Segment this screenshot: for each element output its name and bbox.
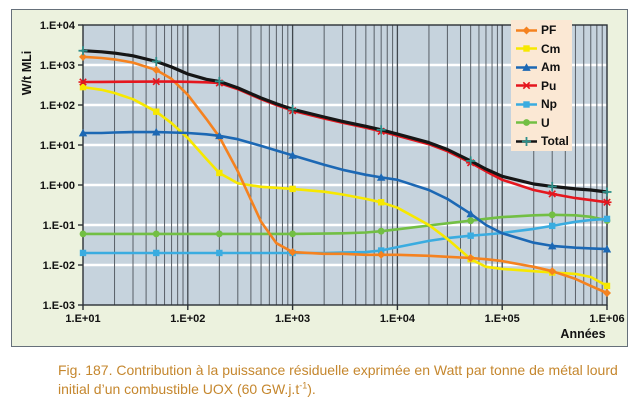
series-marker (603, 282, 611, 290)
series-marker (548, 211, 556, 219)
legend-marker-np-icon (516, 101, 537, 108)
y-tick-label: 1.E-01 (43, 220, 75, 232)
legend-marker-pu-icon (516, 81, 537, 90)
figure-caption: Fig. 187. Contribution à la puissance ré… (58, 361, 623, 398)
legend-item-pu: Pu (516, 77, 572, 96)
series-marker (152, 127, 161, 136)
series-marker (79, 230, 87, 238)
legend-item-pf: PF (516, 21, 572, 40)
series-marker (377, 250, 386, 259)
y-tick-label: 1.E+01 (40, 140, 75, 152)
series-marker (377, 247, 385, 254)
legend-item-total: Total (516, 132, 572, 151)
series-marker (549, 222, 556, 230)
series-marker (215, 230, 223, 238)
legend-marker-u-icon (516, 119, 537, 127)
series-marker (466, 209, 475, 218)
series-line-u (81, 213, 609, 236)
series-am (78, 127, 612, 253)
legend-label-cm: Cm (541, 41, 561, 56)
series-marker (376, 173, 386, 181)
legend-marker-cm-icon (516, 45, 537, 52)
series-marker (153, 249, 160, 257)
series-total (78, 46, 612, 197)
y-tick-label: 1.E+04 (40, 20, 76, 32)
series-marker (78, 128, 88, 137)
y-tick-label: 1.E+02 (40, 100, 75, 112)
legend-item-u: U (516, 114, 572, 133)
series-marker (522, 26, 531, 35)
caption-line2: initial d’un combustible UOX (60 GW.j.t (58, 380, 300, 397)
legend-label-pf: PF (541, 23, 557, 38)
series-marker (152, 230, 160, 238)
series-marker (602, 244, 612, 253)
series-marker (603, 215, 611, 223)
legend-label-u: U (541, 115, 550, 130)
series-marker (288, 151, 297, 159)
series-marker (548, 241, 557, 250)
series-marker (466, 253, 475, 262)
y-axis-title: W/t MLi (20, 50, 34, 96)
series-marker (523, 101, 530, 108)
x-tick-label: 1.E+03 (275, 313, 310, 325)
series-line-am (81, 130, 609, 251)
series-marker (216, 169, 223, 177)
legend-label-am: Am (541, 60, 561, 75)
chart-legend: PF Cm Am Pu Np U Total (511, 20, 572, 151)
series-marker (288, 248, 297, 257)
legend-marker-am-icon (516, 63, 537, 71)
y-tick-label: 1.E-03 (43, 300, 75, 312)
legend-label-pu: Pu (541, 78, 557, 93)
series-marker (289, 185, 296, 193)
y-tick-label: 1.E-02 (43, 260, 75, 272)
series-marker (79, 52, 87, 61)
series-marker (215, 131, 224, 140)
caption-superscript: -1 (299, 379, 308, 390)
series-marker (548, 267, 557, 276)
y-tick-label: 1.E+00 (40, 180, 75, 192)
legend-item-cm: Cm (516, 40, 572, 59)
series-marker (603, 288, 611, 297)
x-tick-label: 1.E+06 (589, 313, 624, 325)
legend-marker-pf-icon (516, 26, 537, 35)
series-marker (79, 249, 87, 257)
series-line-total (81, 49, 609, 194)
x-axis-title: Années (560, 327, 606, 341)
plot-border (82, 24, 608, 306)
x-tick-label: 1.E+04 (380, 313, 416, 325)
x-tick-label: 1.E+01 (65, 313, 100, 325)
series-marker (467, 217, 475, 225)
x-tick-label: 1.E+05 (485, 313, 520, 325)
series-marker (523, 119, 530, 127)
series-marker (523, 45, 530, 52)
legend-item-np: Np (516, 95, 572, 114)
x-tick-label: 1.E+02 (170, 313, 205, 325)
series-line-cm (81, 85, 609, 288)
series-marker (79, 83, 87, 91)
series-marker (377, 227, 385, 235)
series-marker (377, 199, 385, 206)
series-marker (467, 232, 474, 239)
legend-label-total: Total (541, 134, 569, 149)
series-marker (522, 63, 531, 71)
legend-marker-total-icon (516, 136, 537, 146)
caption-line1: Fig. 187. Contribution à la puissance ré… (58, 362, 618, 378)
legend-item-am: Am (516, 58, 572, 77)
series-marker (216, 249, 223, 257)
series-marker (153, 108, 160, 115)
series-marker (289, 230, 296, 238)
caption-line2-end: ). (307, 380, 316, 397)
y-tick-label: 1.E+03 (40, 60, 75, 72)
series-line-pf (81, 55, 609, 295)
legend-label-np: Np (541, 97, 557, 112)
series-marker (152, 65, 161, 74)
